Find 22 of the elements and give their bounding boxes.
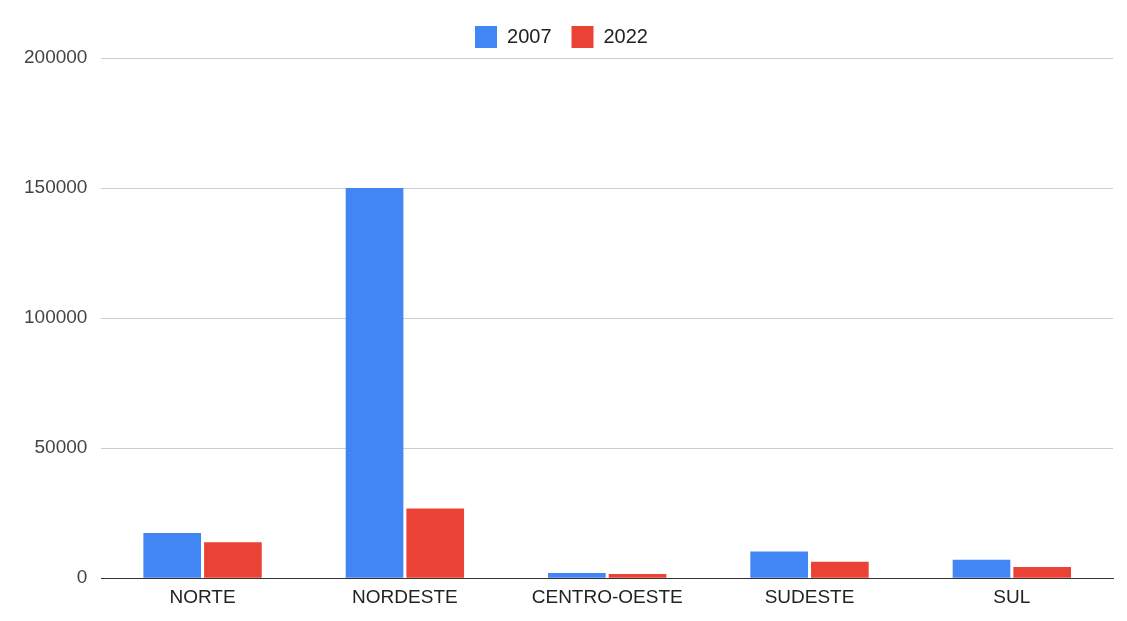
bar — [608, 574, 667, 578]
bar — [750, 551, 808, 578]
bar — [548, 573, 606, 578]
bar — [204, 542, 262, 578]
y-tick-label: 200000 — [24, 46, 88, 68]
bar — [1013, 567, 1072, 578]
y-tick-label: 0 — [76, 566, 88, 588]
legend-label: 2007 — [507, 24, 552, 47]
x-tick-label: SUDESTE — [764, 585, 855, 607]
y-tick-label: 50000 — [34, 436, 88, 458]
y-tick-label: 100000 — [24, 306, 88, 328]
y-tick-label: 150000 — [24, 176, 88, 198]
bar — [811, 561, 869, 578]
bar — [952, 559, 1011, 578]
x-tick-label: NORTE — [169, 585, 236, 607]
x-tick-label: SUL — [993, 585, 1031, 607]
bar — [143, 532, 202, 578]
bar — [345, 188, 404, 578]
x-tick-label: NORDESTE — [352, 585, 458, 607]
x-tick-label: CENTRO-OESTE — [531, 585, 683, 607]
bar — [406, 508, 465, 578]
legend-label: 2022 — [603, 24, 648, 47]
